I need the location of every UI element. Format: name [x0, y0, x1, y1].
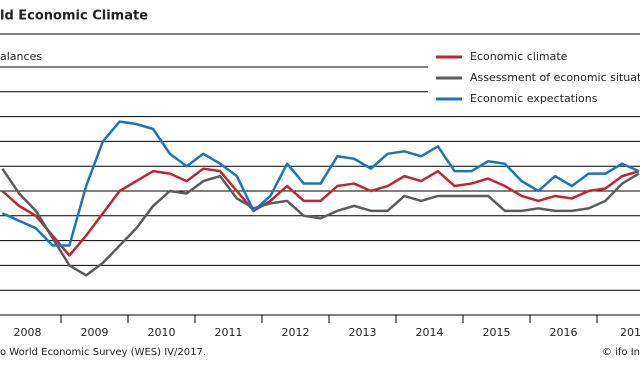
y-axis-label: alances — [0, 50, 42, 63]
x-tick-label: 2014 — [416, 326, 444, 339]
x-tick-label: 201 — [620, 326, 640, 339]
legend-label: Assessment of economic situatio — [470, 71, 640, 84]
source-note: o World Economic Survey (WES) IV/2017. — [0, 347, 206, 358]
chart-title: ld Economic Climate — [0, 9, 148, 24]
credit: © ifo In — [602, 347, 640, 358]
data-line — [1, 120, 640, 247]
x-tick-label: 2013 — [349, 326, 377, 339]
x-tick-label: 2015 — [483, 326, 511, 339]
x-tick-label: 2011 — [215, 326, 243, 339]
legend-box — [428, 45, 640, 111]
x-tick-label: 2012 — [282, 326, 310, 339]
data-line — [1, 167, 640, 257]
x-tick-label: 2016 — [550, 326, 578, 339]
legend-label: Economic expectations — [470, 92, 598, 105]
data-line — [1, 167, 640, 277]
legend-label: Economic climate — [470, 50, 568, 63]
x-tick-label: 2010 — [148, 326, 176, 339]
x-tick-label: 2009 — [81, 326, 109, 339]
x-tick-label: 2008 — [14, 326, 42, 339]
